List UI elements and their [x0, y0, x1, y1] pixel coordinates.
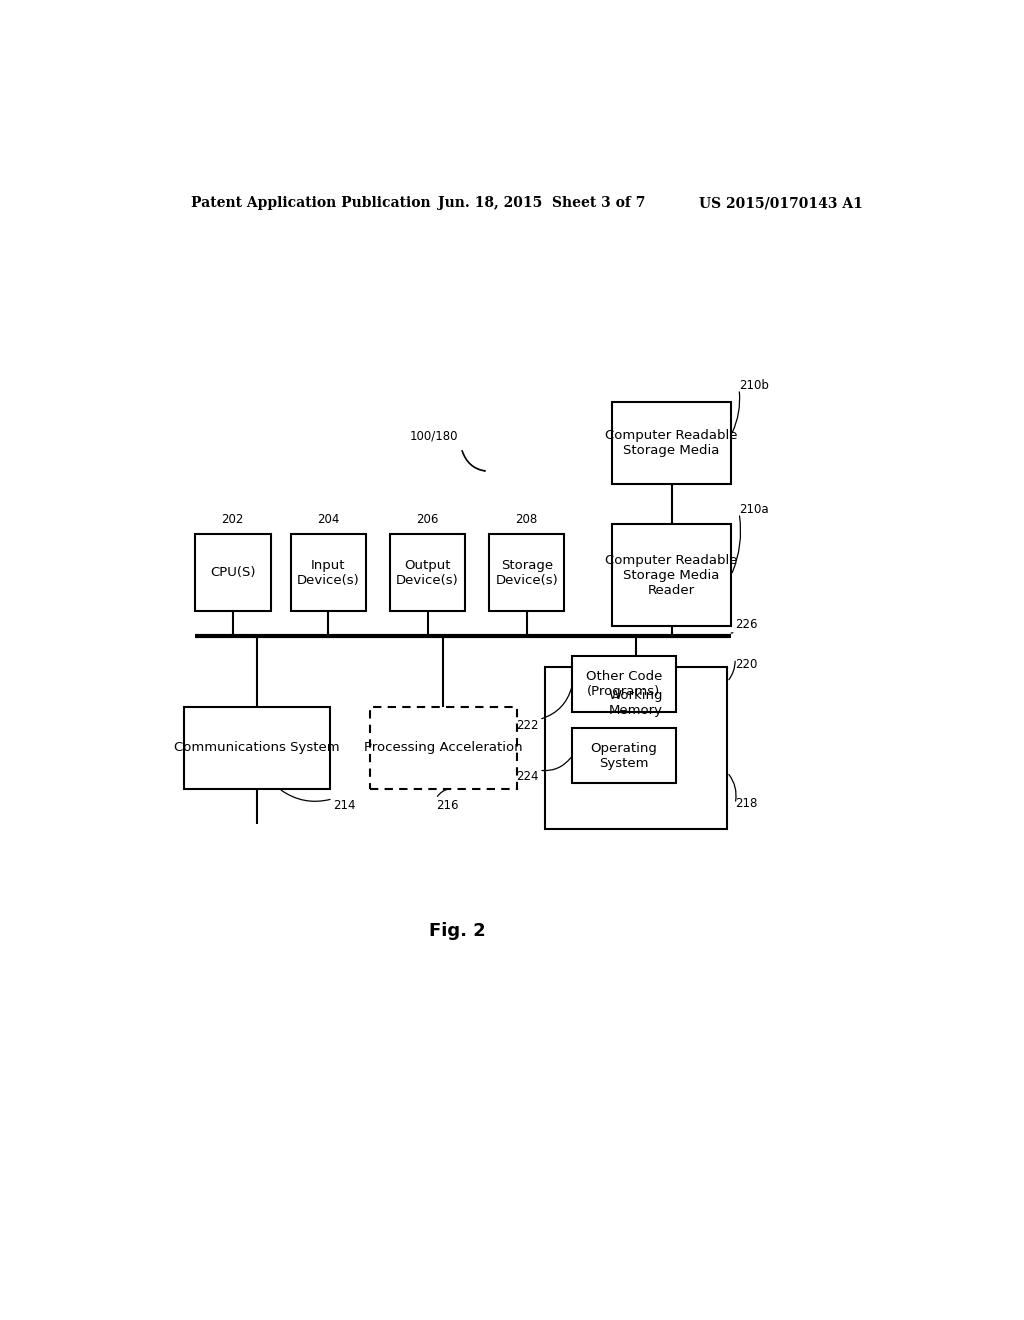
FancyArrowPatch shape	[542, 688, 571, 718]
FancyArrowPatch shape	[729, 775, 736, 801]
Text: Fig. 2: Fig. 2	[429, 921, 485, 940]
Bar	[572, 727, 676, 784]
Text: 100/180: 100/180	[410, 430, 458, 444]
Text: Processing Acceleration: Processing Acceleration	[365, 742, 523, 755]
Text: CPU(S): CPU(S)	[210, 566, 256, 579]
Bar	[612, 524, 731, 626]
FancyArrowPatch shape	[542, 758, 570, 771]
Text: 222: 222	[516, 719, 539, 733]
Text: Computer Readable
Storage Media
Reader: Computer Readable Storage Media Reader	[605, 553, 738, 597]
Text: 218: 218	[735, 797, 758, 810]
Text: Communications System: Communications System	[174, 742, 340, 755]
Text: 208: 208	[515, 513, 538, 527]
Bar	[572, 656, 676, 713]
Text: Output
Device(s): Output Device(s)	[396, 558, 459, 586]
Text: Working
Memory: Working Memory	[608, 689, 664, 717]
Text: Operating
System: Operating System	[591, 742, 657, 770]
Text: 210a: 210a	[739, 503, 769, 516]
FancyArrowPatch shape	[732, 392, 739, 433]
Text: 210b: 210b	[739, 379, 769, 392]
Text: 216: 216	[436, 799, 459, 812]
Text: 206: 206	[416, 513, 438, 527]
Text: 204: 204	[316, 513, 339, 527]
Text: US 2015/0170143 A1: US 2015/0170143 A1	[699, 197, 863, 210]
FancyArrowPatch shape	[282, 791, 330, 801]
Text: Other Code
(Programs): Other Code (Programs)	[586, 671, 663, 698]
Bar	[183, 708, 331, 788]
Text: 214: 214	[333, 799, 355, 812]
FancyArrowPatch shape	[437, 789, 449, 796]
Text: 226: 226	[735, 618, 758, 631]
Bar	[545, 667, 727, 829]
Text: Patent Application Publication: Patent Application Publication	[191, 197, 431, 210]
FancyArrowPatch shape	[732, 516, 740, 573]
Bar	[370, 708, 517, 788]
Bar	[291, 535, 367, 611]
Bar	[196, 535, 270, 611]
Bar	[612, 403, 731, 483]
FancyArrowPatch shape	[729, 661, 735, 680]
FancyArrowPatch shape	[462, 450, 485, 471]
Text: Computer Readable
Storage Media: Computer Readable Storage Media	[605, 429, 738, 457]
Text: Input
Device(s): Input Device(s)	[297, 558, 359, 586]
Text: 224: 224	[516, 771, 539, 783]
Text: 220: 220	[735, 659, 758, 672]
Bar	[390, 535, 465, 611]
Text: Storage
Device(s): Storage Device(s)	[496, 558, 558, 586]
Text: 202: 202	[221, 513, 244, 527]
Text: Jun. 18, 2015  Sheet 3 of 7: Jun. 18, 2015 Sheet 3 of 7	[437, 197, 645, 210]
Bar	[489, 535, 564, 611]
